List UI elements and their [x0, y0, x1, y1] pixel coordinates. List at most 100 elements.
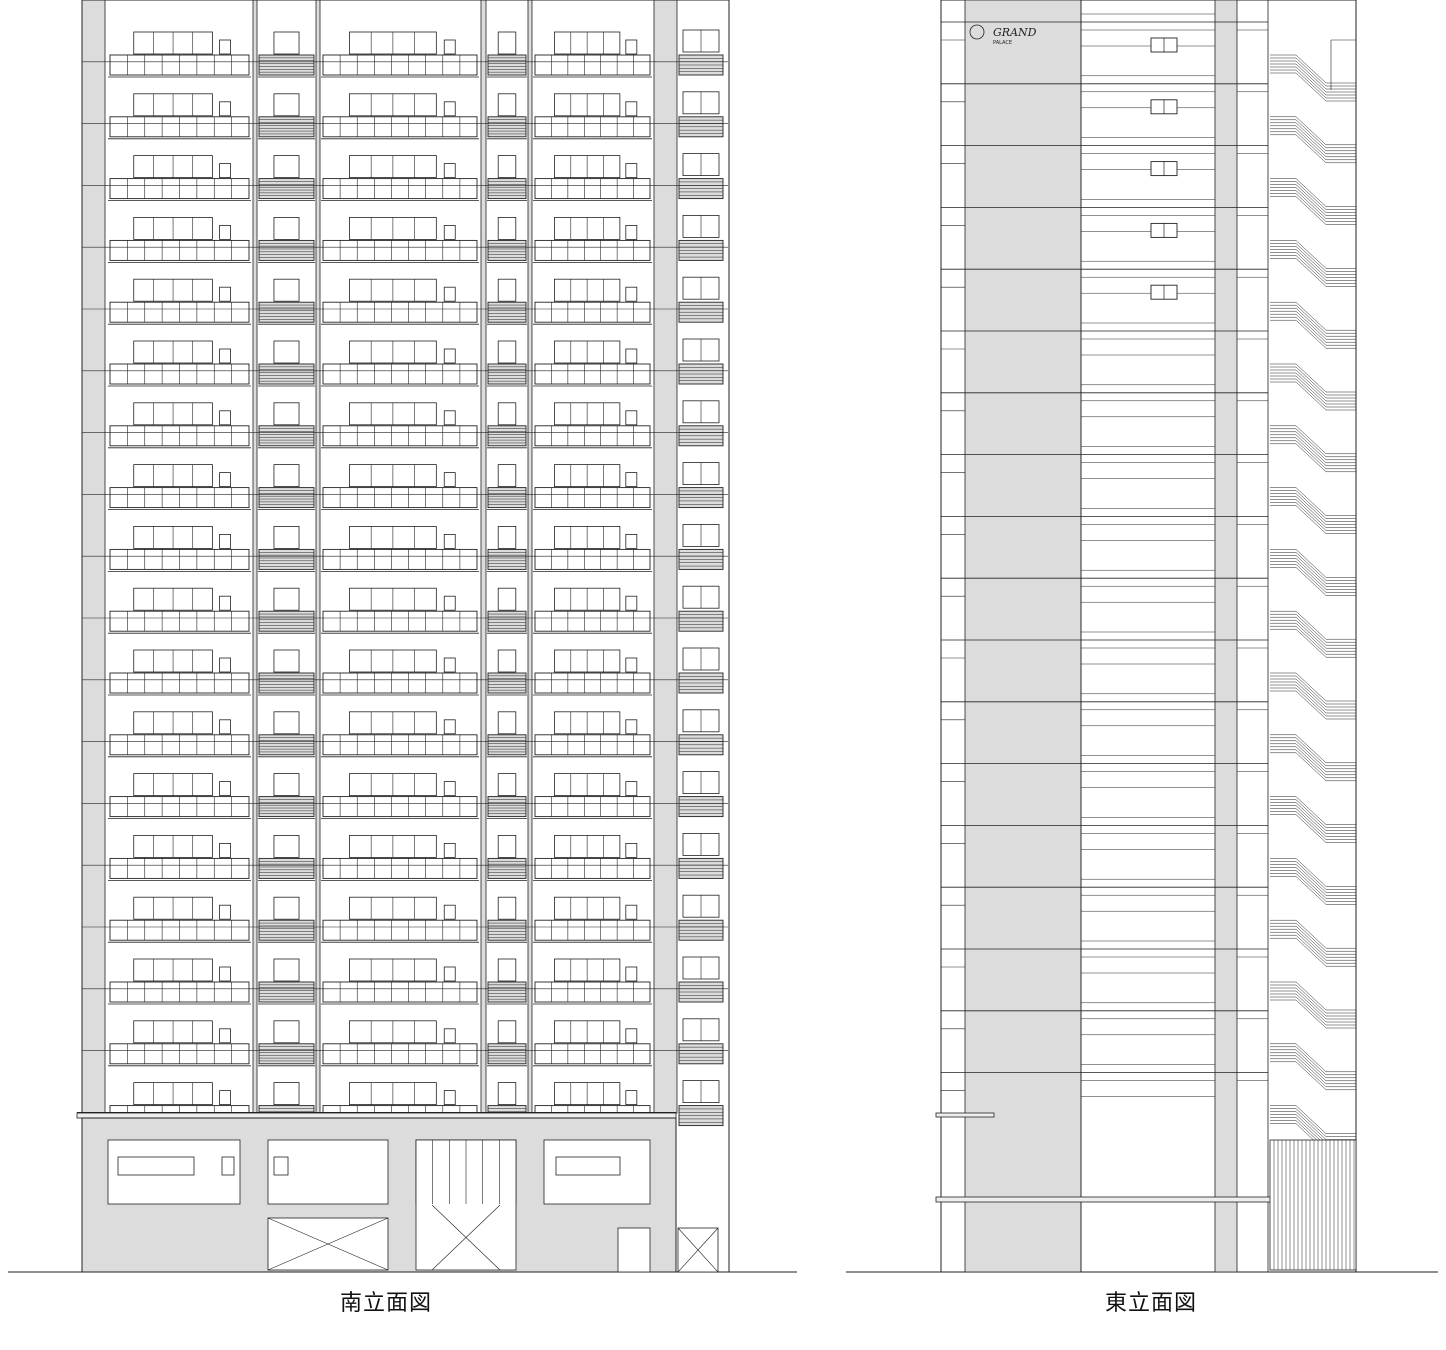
louver-slat	[1295, 684, 1327, 714]
balcony-railing	[322, 734, 478, 756]
door	[625, 719, 638, 735]
podium-window	[221, 1156, 235, 1176]
window	[273, 835, 300, 858]
louver-panel	[258, 981, 315, 1003]
louver-slat	[1295, 814, 1327, 843]
louver-slat	[1295, 923, 1327, 952]
svg-text:PALACE: PALACE	[993, 40, 1012, 46]
louver-slat	[1295, 867, 1327, 896]
grand-palace-logo: GRAND PALACE	[993, 26, 1037, 46]
louver-slat	[1295, 626, 1327, 655]
door	[625, 1028, 638, 1044]
balcony-railing	[534, 610, 651, 632]
louver-slat	[1295, 66, 1327, 96]
floor-row	[82, 988, 728, 1067]
floor-row	[82, 370, 728, 449]
louver-slat	[1295, 131, 1327, 160]
louver-slat	[1295, 678, 1327, 708]
louver-panel	[258, 487, 315, 509]
louver-slat	[1295, 552, 1327, 581]
balcony-railing	[322, 672, 478, 694]
louver-slat	[1295, 629, 1327, 658]
louver-slat	[1295, 366, 1327, 396]
louver-slat	[1295, 876, 1327, 905]
balcony-railing	[322, 796, 478, 818]
louver-slat	[1295, 60, 1327, 90]
louver-slat	[1295, 734, 1327, 763]
louver-slat	[1295, 443, 1327, 472]
window	[497, 31, 517, 55]
window	[497, 340, 517, 364]
door	[625, 101, 638, 117]
louver-slat	[1295, 932, 1327, 961]
window	[497, 155, 517, 179]
window	[273, 402, 300, 426]
louver-panel	[258, 919, 315, 941]
balcony-railing	[534, 116, 651, 138]
louver-slat	[1295, 490, 1327, 519]
louver-slat	[1295, 431, 1327, 460]
door	[443, 1090, 456, 1105]
louver-slat	[1295, 614, 1327, 643]
balcony-railing	[534, 363, 651, 385]
louver-panel	[258, 54, 315, 76]
louver-slat	[1295, 1052, 1327, 1081]
louver-slat	[1295, 981, 1327, 1011]
door	[443, 719, 456, 735]
window	[497, 835, 517, 858]
louver-panel	[258, 363, 315, 385]
window	[497, 278, 517, 302]
window	[497, 464, 517, 488]
door	[443, 534, 456, 549]
floor-row	[82, 308, 728, 387]
louver-panel	[487, 178, 527, 200]
louver-slat	[1295, 72, 1327, 102]
balcony-railing	[322, 301, 478, 323]
door	[625, 843, 638, 858]
louver-slat	[1295, 54, 1327, 84]
louver-slat	[1295, 752, 1327, 781]
window	[497, 216, 517, 240]
door	[443, 1028, 456, 1044]
door	[219, 904, 231, 920]
door	[625, 1090, 638, 1105]
balcony-railing	[534, 301, 651, 323]
door	[219, 410, 231, 426]
louver-panel	[258, 796, 315, 818]
balcony-railing	[534, 425, 651, 447]
louver-slat	[1295, 122, 1327, 151]
door	[219, 657, 231, 673]
louver-slat	[1295, 116, 1327, 145]
louver-slat	[1295, 190, 1327, 219]
louver-slat	[1295, 873, 1327, 902]
door	[625, 39, 638, 55]
window	[273, 340, 300, 364]
louver-slat	[1295, 184, 1327, 213]
louver-panel	[487, 239, 527, 261]
floor-row	[82, 741, 728, 819]
louver-slat	[1295, 255, 1327, 284]
louver-slat	[1295, 749, 1327, 778]
door	[219, 843, 231, 858]
floor-row	[82, 123, 728, 202]
louver-slat	[1295, 196, 1327, 225]
balcony-railing	[322, 610, 478, 632]
balcony-railing	[322, 54, 478, 76]
louver-panel	[487, 548, 527, 570]
louver-slat	[1295, 187, 1327, 216]
wall-panel	[1214, 0, 1238, 1273]
floor-row	[941, 817, 1356, 905]
door	[625, 348, 638, 364]
louver-slat	[1295, 746, 1327, 775]
louver-slat	[1295, 434, 1327, 463]
louver-slat	[1295, 63, 1327, 93]
door	[625, 472, 638, 488]
door	[443, 101, 456, 117]
window	[273, 155, 300, 179]
floor-row	[941, 13, 1356, 102]
window	[497, 896, 517, 920]
floor-row	[941, 384, 1356, 473]
window	[273, 587, 300, 611]
louver-slat	[1295, 690, 1327, 720]
